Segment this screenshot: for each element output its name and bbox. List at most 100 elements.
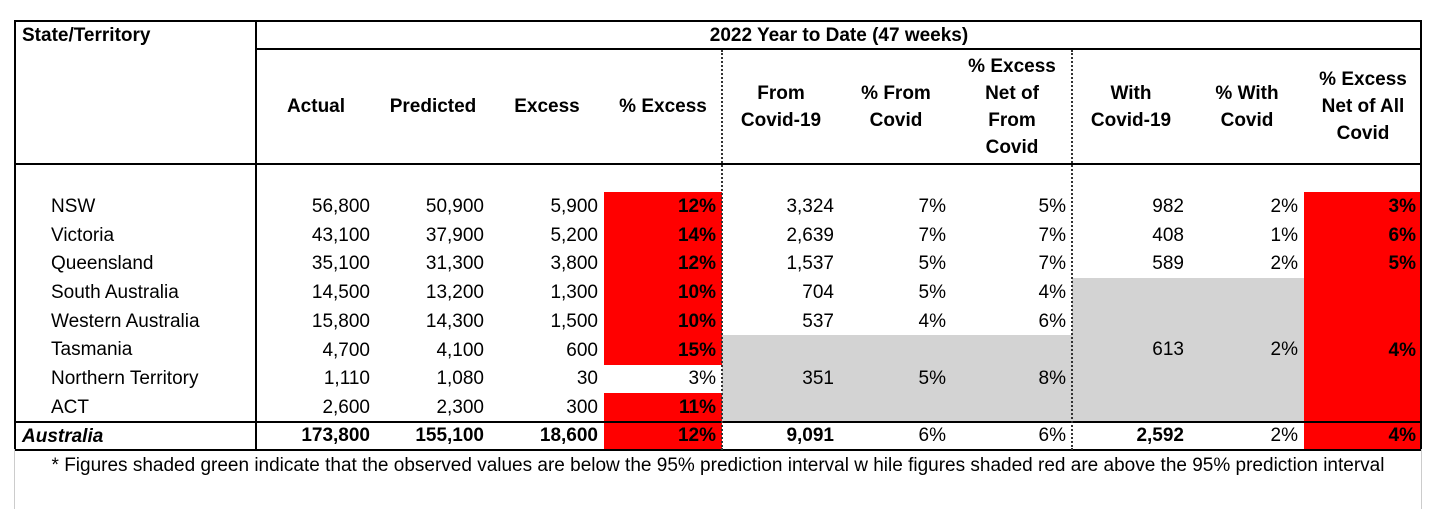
merged-small-pct-from: 5% <box>918 368 946 389</box>
state-name: NSW <box>51 195 96 217</box>
merged-small-from-covid: 351 <box>802 368 834 389</box>
merged-rest-pct-with: 2% <box>1270 339 1298 360</box>
cell-pct-excess: 10% <box>604 306 722 336</box>
state-name: Northern Territory <box>51 368 199 390</box>
merged-rest-with-covid: 613 <box>1152 339 1184 360</box>
cell-excess: 300 <box>566 396 598 418</box>
cell-net-all: 5% <box>1304 249 1422 279</box>
state-name: Western Australia <box>51 310 200 332</box>
total-top-rule <box>14 421 1422 423</box>
cell-from-covid: 9,091 <box>786 425 834 446</box>
cell-net-all: 4% <box>1304 422 1422 449</box>
cell-excess: 5,900 <box>550 196 598 218</box>
cell-excess: 30 <box>576 368 598 390</box>
cell-predicted: 14,300 <box>425 310 484 332</box>
cell-pct-from: 6% <box>918 425 946 446</box>
cell-pct-excess: 14% <box>604 220 722 250</box>
cell-with-covid: 982 <box>1152 196 1184 218</box>
cell-with-covid: 2,592 <box>1136 425 1184 446</box>
state-name: Tasmania <box>51 339 133 361</box>
footnote-left-border <box>14 449 15 509</box>
cell-actual: 2,600 <box>322 396 370 418</box>
column-header-pct-from: % From Covid <box>861 82 931 131</box>
cell-pct-from: 5% <box>918 253 946 275</box>
cell-actual: 4,700 <box>322 339 370 361</box>
cell-pct-from: 4% <box>918 310 946 332</box>
column-header-excess: Excess <box>514 96 580 117</box>
year-to-date-header: 2022 Year to Date (47 weeks) <box>709 24 969 46</box>
cell-pct-from: 7% <box>918 224 946 246</box>
column-header-net-all: % Excess Net of All Covid <box>1319 69 1407 144</box>
grey-shade-small-states-from-covid <box>722 335 1072 422</box>
state-name: Victoria <box>51 224 115 246</box>
cell-actual: 173,800 <box>301 425 370 446</box>
column-header-from-covid: From Covid-19 <box>740 82 822 131</box>
cell-excess: 3,800 <box>550 253 598 275</box>
cell-pct-with: 2% <box>1270 196 1298 218</box>
cell-from-covid: 704 <box>802 282 834 304</box>
header-bottom-rule <box>14 163 1422 165</box>
total-bottom-rule <box>14 449 1422 451</box>
cell-predicted: 50,900 <box>425 196 484 218</box>
merged-small-net-from: 8% <box>1038 368 1066 389</box>
cell-net-from: 6% <box>1038 425 1066 446</box>
column-header-pct-with: % With Covid <box>1215 82 1279 131</box>
state-name: Queensland <box>51 253 154 275</box>
state-territory-header: State/Territory <box>22 24 151 46</box>
column-header-with-covid: With Covid-19 <box>1090 82 1172 131</box>
cell-actual: 35,100 <box>311 253 370 275</box>
state-name: ACT <box>51 396 89 418</box>
cell-pct-from: 7% <box>918 196 946 218</box>
cell-pct-excess: 15% <box>604 335 722 365</box>
cell-actual: 56,800 <box>311 196 370 218</box>
cell-from-covid: 3,324 <box>786 196 834 218</box>
state-name: South Australia <box>51 281 179 303</box>
cell-net-from: 4% <box>1038 282 1066 304</box>
cell-pct-excess: 12% <box>604 422 722 449</box>
cell-net-from: 7% <box>1038 224 1066 246</box>
footnote-right-border <box>1421 449 1422 509</box>
cell-pct-excess: 3% <box>688 368 716 390</box>
table-left-border <box>14 20 16 451</box>
from-covid-divider <box>721 50 723 450</box>
grey-shade-rest-with-covid <box>1072 278 1304 422</box>
cell-with-covid: 408 <box>1152 224 1184 246</box>
cell-excess: 1,500 <box>550 310 598 332</box>
cell-pct-excess: 12% <box>604 192 722 222</box>
cell-excess: 1,300 <box>550 282 598 304</box>
cell-net-from: 7% <box>1038 253 1066 275</box>
cell-actual: 15,800 <box>311 310 370 332</box>
cell-predicted: 37,900 <box>425 224 484 246</box>
cell-excess: 18,600 <box>539 425 598 446</box>
cell-pct-with: 2% <box>1270 425 1298 446</box>
with-covid-divider <box>1071 50 1073 450</box>
cell-pct-excess: 12% <box>604 249 722 279</box>
column-header-predicted: Predicted <box>389 96 477 117</box>
cell-from-covid: 537 <box>802 310 834 332</box>
state-column-divider <box>255 20 257 451</box>
cell-actual: 14,500 <box>311 282 370 304</box>
cell-excess: 5,200 <box>550 224 598 246</box>
cell-pct-with: 1% <box>1270 224 1298 246</box>
column-header-pct-excess: % Excess <box>619 96 707 117</box>
cell-pct-with: 2% <box>1270 253 1298 275</box>
total-label: Australia <box>22 425 104 447</box>
column-header-net-from: % Excess Net of From Covid <box>968 55 1056 158</box>
group-header-rule <box>256 48 1422 50</box>
table-top-border <box>14 20 1422 22</box>
cell-net-from: 6% <box>1038 310 1066 332</box>
cell-predicted: 2,300 <box>436 396 484 418</box>
cell-pct-excess: 10% <box>604 278 722 308</box>
cell-pct-excess: 11% <box>604 392 722 423</box>
cell-excess: 600 <box>566 339 598 361</box>
merged-rest-net-all: 4% <box>1304 278 1422 422</box>
column-header-actual: Actual <box>286 96 346 117</box>
cell-predicted: 155,100 <box>415 425 484 446</box>
cell-with-covid: 589 <box>1152 253 1184 275</box>
cell-net-all: 3% <box>1304 192 1422 222</box>
cell-from-covid: 1,537 <box>786 253 834 275</box>
cell-net-from: 5% <box>1038 196 1066 218</box>
cell-predicted: 4,100 <box>436 339 484 361</box>
table-right-border <box>1420 20 1422 451</box>
cell-net-all: 6% <box>1304 220 1422 250</box>
